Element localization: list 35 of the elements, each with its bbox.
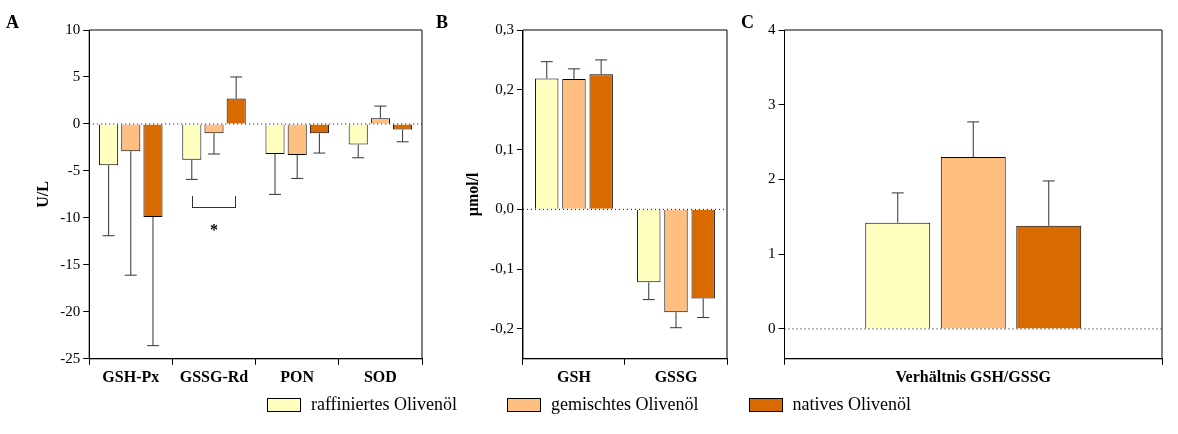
- x-tick-label: PON: [280, 367, 315, 385]
- y-tick-label: -10: [60, 208, 81, 225]
- x-tick-label: GSH: [557, 367, 592, 385]
- x-tick-label: GSH-Px: [102, 367, 160, 385]
- y-axis-title: U/L: [33, 181, 51, 208]
- y-tick-label: -25: [60, 349, 81, 366]
- y-tick-label: 10: [65, 20, 81, 37]
- y-tick-label: 0,3: [495, 20, 514, 37]
- y-tick-label: -5: [67, 161, 81, 178]
- y-tick-label: -20: [60, 302, 81, 319]
- y-tick-label: 0: [768, 319, 776, 336]
- y-tick-label: -15: [60, 255, 81, 272]
- legend-label: raffiniertes Olivenöl: [310, 394, 458, 415]
- y-tick-label: 1: [768, 245, 776, 262]
- y-tick-label: 0,2: [495, 80, 514, 97]
- y-tick-label: 3: [768, 95, 776, 112]
- chart-title: A: [6, 12, 19, 32]
- y-tick-label: -0,2: [490, 319, 514, 336]
- y-tick-label: 4: [768, 20, 776, 37]
- y-tick-label: 2: [768, 170, 776, 187]
- legend-label: gemischtes Olivenöl: [551, 394, 699, 415]
- chart-title: B: [436, 12, 449, 32]
- x-tick-label: GSSG: [654, 367, 698, 385]
- x-tick-label: SOD: [363, 367, 397, 385]
- y-tick-label: 0: [72, 114, 81, 131]
- legend-label: natives Olivenöl: [792, 394, 912, 415]
- y-axis-title: µmol/l: [463, 171, 482, 217]
- annotation: *: [210, 221, 218, 239]
- x-tick-label: Verhältnis GSH/GSSG: [895, 367, 1052, 385]
- x-tick-label: GSSG-Rd: [179, 367, 249, 385]
- y-tick-label: 0,0: [495, 200, 514, 217]
- chart-title: C: [741, 12, 754, 32]
- y-tick-label: 5: [72, 67, 81, 84]
- y-tick-label: -0,1: [490, 260, 514, 277]
- y-tick-label: 0,1: [495, 140, 514, 157]
